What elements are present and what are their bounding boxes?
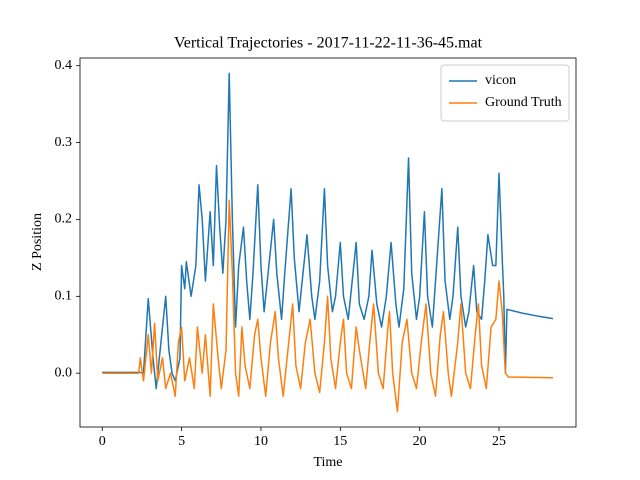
plot-frame bbox=[79, 57, 577, 428]
y-tick-label: 0.1 bbox=[55, 289, 73, 304]
y-tick-label: 0.4 bbox=[55, 58, 73, 73]
x-tick-label: 5 bbox=[178, 434, 185, 449]
x-tick-label: 0 bbox=[99, 434, 106, 449]
series-line bbox=[102, 72, 554, 390]
x-tick-label: 10 bbox=[254, 434, 268, 449]
x-tick-label: 15 bbox=[333, 434, 347, 449]
series-line bbox=[102, 199, 554, 413]
chart-title: Vertical Trajectories - 2017-11-22-11-36… bbox=[174, 35, 483, 52]
x-tick-label: 20 bbox=[413, 434, 427, 449]
y-tick-label: 0.3 bbox=[55, 135, 73, 150]
y-tick-label: 0.2 bbox=[55, 212, 73, 227]
x-tick-label: 25 bbox=[492, 434, 506, 449]
legend-label: vicon bbox=[485, 73, 516, 88]
y-tick-label: 0.0 bbox=[55, 365, 73, 380]
legend-label: Ground Truth bbox=[485, 95, 562, 110]
legend-box bbox=[440, 64, 570, 122]
y-axis-label: Z Position bbox=[30, 213, 45, 271]
x-axis-label: Time bbox=[313, 455, 342, 470]
